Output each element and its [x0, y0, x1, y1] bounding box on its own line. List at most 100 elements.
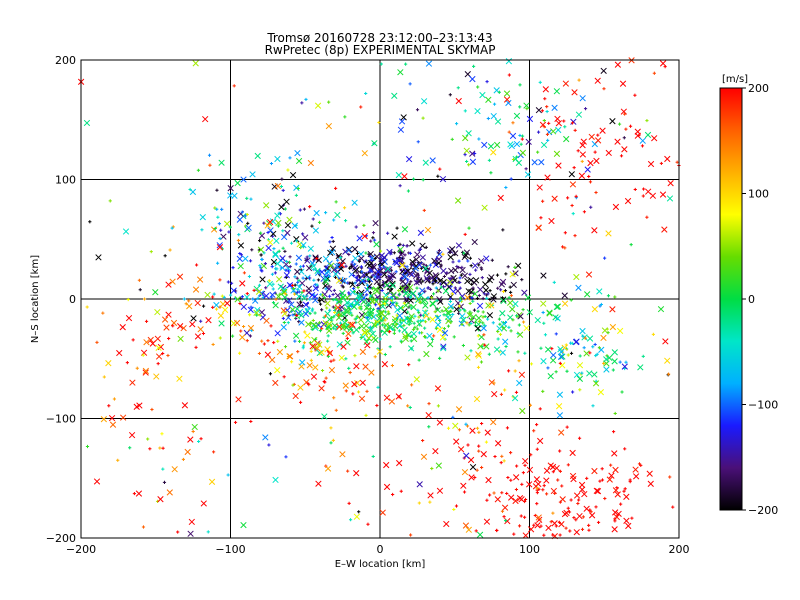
data-point	[361, 150, 368, 157]
data-point	[408, 405, 412, 410]
data-point	[522, 532, 529, 539]
data-point	[357, 292, 364, 299]
data-point	[324, 300, 331, 307]
data-point	[302, 289, 306, 293]
data-point	[252, 288, 256, 292]
data-point	[647, 480, 654, 487]
data-point	[500, 296, 507, 303]
data-point	[560, 245, 565, 249]
data-point	[428, 263, 433, 267]
data-point	[391, 233, 398, 240]
data-point	[620, 390, 624, 394]
data-point	[493, 346, 501, 353]
data-point	[262, 342, 266, 346]
data-point	[355, 283, 360, 288]
data-point	[466, 259, 470, 263]
data-point	[539, 524, 543, 528]
data-point	[435, 462, 442, 469]
data-point	[543, 467, 551, 474]
data-point	[495, 273, 500, 277]
data-point	[574, 518, 578, 522]
data-point	[564, 526, 568, 530]
data-point	[485, 96, 492, 103]
data-point	[661, 226, 668, 233]
data-point	[573, 128, 577, 132]
y-tick-label: 100	[55, 174, 76, 187]
data-point	[600, 67, 607, 75]
data-point	[465, 526, 472, 533]
data-point	[538, 407, 542, 411]
data-point	[223, 220, 231, 227]
data-point	[369, 298, 376, 305]
data-point	[543, 477, 550, 484]
data-point	[370, 258, 374, 263]
data-point	[477, 319, 481, 324]
data-point	[578, 486, 586, 493]
data-point	[227, 192, 234, 199]
data-point	[400, 276, 404, 280]
data-point	[259, 268, 263, 272]
data-point	[570, 341, 574, 345]
data-point	[100, 416, 108, 423]
data-point	[522, 457, 529, 465]
data-point	[351, 392, 355, 396]
data-point	[547, 462, 554, 469]
data-point	[448, 267, 455, 275]
data-point	[258, 290, 266, 298]
data-point	[435, 298, 439, 303]
data-point	[535, 486, 539, 490]
data-point	[621, 363, 628, 370]
data-point	[413, 279, 420, 286]
data-point	[542, 484, 546, 488]
data-point	[378, 337, 382, 341]
data-point	[637, 364, 644, 371]
data-point	[286, 269, 291, 273]
data-point	[328, 240, 332, 244]
data-point	[390, 363, 395, 368]
data-point	[508, 494, 515, 501]
data-point	[662, 338, 669, 345]
data-point	[351, 381, 358, 388]
data-point	[364, 260, 371, 267]
data-point	[326, 339, 330, 343]
data-point	[615, 510, 622, 518]
data-point	[617, 122, 622, 126]
data-point	[398, 184, 402, 188]
data-point	[512, 155, 519, 163]
data-point	[426, 296, 430, 300]
data-point	[375, 310, 383, 317]
data-point	[165, 311, 172, 318]
data-point	[207, 153, 212, 157]
data-point	[418, 319, 423, 323]
data-point	[413, 376, 420, 383]
data-point	[475, 352, 483, 359]
data-point	[477, 293, 481, 298]
data-point	[380, 288, 384, 293]
data-point	[490, 296, 497, 303]
data-point	[452, 250, 459, 257]
data-point	[396, 459, 403, 467]
data-point	[469, 75, 476, 83]
data-point	[540, 358, 547, 365]
data-point	[507, 73, 511, 77]
data-point	[556, 478, 560, 482]
data-point	[320, 368, 325, 373]
data-point	[226, 280, 230, 284]
data-point	[448, 299, 453, 304]
data-point	[557, 353, 565, 360]
data-point	[329, 441, 333, 445]
data-point	[245, 338, 249, 343]
data-point	[651, 332, 655, 336]
data-point	[338, 261, 345, 269]
data-point	[286, 216, 293, 223]
data-point	[504, 344, 508, 349]
data-point	[609, 118, 616, 125]
data-point	[149, 250, 153, 254]
data-point	[345, 336, 349, 340]
data-point	[310, 224, 314, 228]
plot-frame	[80, 59, 680, 539]
data-point	[442, 274, 447, 279]
data-point	[599, 127, 606, 134]
data-point	[312, 267, 316, 272]
data-point	[166, 489, 173, 496]
